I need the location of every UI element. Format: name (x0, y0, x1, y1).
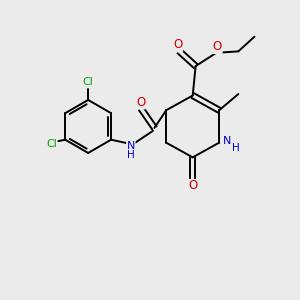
Text: O: O (188, 179, 197, 192)
Text: Cl: Cl (46, 140, 57, 149)
Text: O: O (136, 96, 145, 109)
Text: N: N (223, 136, 232, 146)
Text: H: H (127, 150, 135, 160)
Text: O: O (173, 38, 183, 51)
Text: H: H (232, 143, 239, 153)
Text: Cl: Cl (83, 77, 94, 87)
Text: N: N (127, 141, 135, 151)
Text: O: O (213, 40, 222, 53)
